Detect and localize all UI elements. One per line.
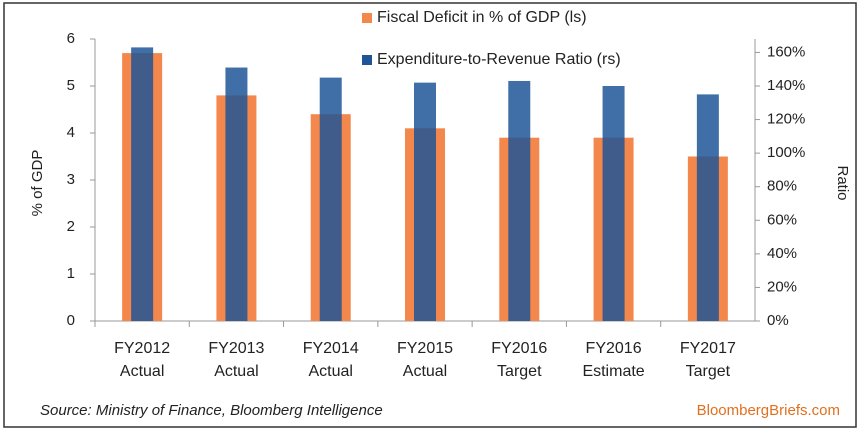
y-tick-label: 2	[67, 218, 75, 235]
x-tick-label: Actual	[214, 363, 258, 380]
legend-swatch	[362, 13, 372, 23]
x-tick-label: FY2017	[680, 340, 736, 357]
legend-label: Expenditure-to-Revenue Ratio (rs)	[377, 51, 621, 68]
y-axis-label: % of GDP	[29, 150, 46, 217]
bar	[225, 67, 248, 322]
x-tick-label: FY2014	[303, 340, 359, 357]
legend-swatch	[362, 55, 372, 65]
x-tick-label: Actual	[308, 363, 352, 380]
bar	[131, 47, 154, 322]
bar	[508, 80, 531, 321]
x-tick-label: Actual	[120, 363, 164, 380]
y-tick-label: 5	[67, 77, 75, 94]
y-tick-label: 4	[67, 124, 75, 141]
y2-tick-label: 0%	[767, 312, 789, 329]
y-tick-label: 3	[67, 171, 75, 188]
y2-tick-label: 20%	[767, 278, 797, 295]
bar	[414, 82, 436, 322]
y2-tick-label: 80%	[767, 178, 797, 195]
y2-tick-label: 140%	[767, 77, 805, 94]
x-tick-label: Estimate	[582, 363, 644, 380]
legend-label: Fiscal Deficit in % of GDP (ls)	[377, 9, 587, 26]
bar	[319, 77, 342, 321]
x-tick-label: FY2013	[208, 340, 264, 357]
y2-tick-label: 120%	[767, 111, 805, 128]
x-tick-label: Target	[686, 363, 731, 380]
x-tick-label: Target	[497, 363, 542, 380]
x-tick-label: FY2015	[397, 340, 453, 357]
x-tick-label: FY2016	[586, 340, 642, 357]
y2-tick-label: 40%	[767, 245, 797, 262]
x-tick-label: Actual	[403, 363, 447, 380]
y-tick-label: 1	[67, 265, 75, 282]
frame	[3, 2, 857, 428]
y2-axis-label: Ratio	[834, 165, 851, 200]
y-tick-label: 0	[67, 312, 75, 329]
y-tick-label: 6	[67, 30, 75, 47]
x-tick-label: FY2012	[114, 340, 170, 357]
bar	[602, 86, 625, 321]
bar	[696, 94, 719, 322]
x-tick-label: FY2016	[491, 340, 547, 357]
source: Source: Ministry of Finance, Bloomberg I…	[40, 402, 383, 419]
y2-tick-label: 60%	[767, 211, 797, 228]
brand: BloombergBriefs.com	[697, 402, 840, 419]
y2-tick-label: 100%	[767, 144, 805, 161]
y2-tick-label: 160%	[767, 43, 805, 60]
